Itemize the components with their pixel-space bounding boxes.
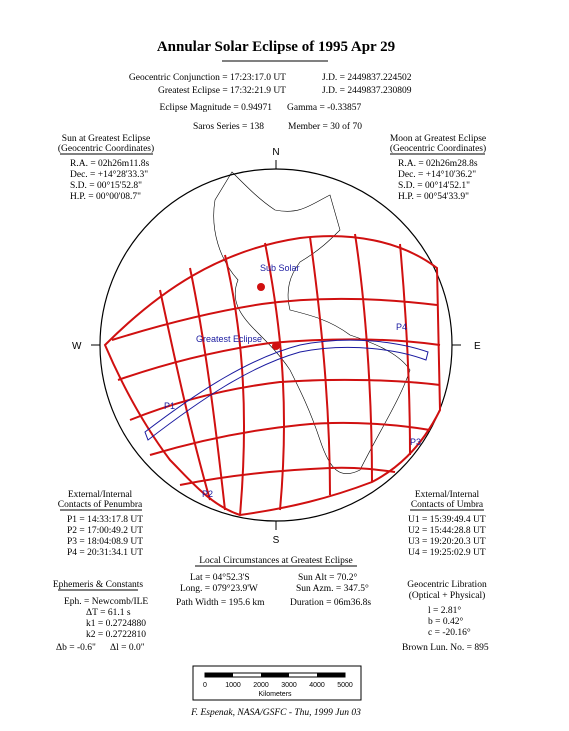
scale-bar-fill bbox=[205, 673, 233, 677]
local-heading: Local Circumstances at Greatest Eclipse bbox=[199, 556, 353, 566]
umbra-line: U3 = 19:20:20.3 UT bbox=[408, 537, 486, 547]
moon-subheading: (Geocentric Coordinates) bbox=[390, 143, 486, 154]
sun-line: Dec. = +14°28'33.3" bbox=[70, 169, 148, 180]
ephemeris-k1: k1 = 0.2724880 bbox=[86, 619, 146, 629]
p4-label: P4 bbox=[396, 322, 407, 332]
sun-line: S.D. = 00°15'52.8" bbox=[70, 180, 142, 191]
local-sun-azm: Sun Azm. = 347.5° bbox=[296, 583, 369, 594]
sun-line: H.P. = 00°00'08.7" bbox=[70, 191, 141, 202]
local-sun-alt: Sun Alt = 70.2° bbox=[298, 572, 358, 583]
ephemeris-delta-b: Δb = -0.6" bbox=[56, 643, 96, 653]
libration-line: c = -20.16° bbox=[428, 627, 471, 638]
scale-bar-fill bbox=[261, 673, 289, 677]
greatest: Greatest Eclipse = 17:32:21.9 UT bbox=[158, 86, 286, 96]
local-duration: Duration = 06m36.8s bbox=[290, 598, 371, 608]
scale-tick-label: 2000 bbox=[253, 682, 269, 689]
sun-subheading: (Geocentric Coordinates) bbox=[58, 143, 154, 154]
p3-label: P3 bbox=[410, 437, 421, 447]
local-lat: Lat = 04°52.3'S bbox=[190, 572, 250, 583]
north-label: N bbox=[272, 147, 279, 158]
penumbra-line: P4 = 20:31:34.1 UT bbox=[67, 548, 143, 558]
scale-tick-label: 4000 bbox=[309, 682, 325, 689]
member: Member = 30 of 70 bbox=[288, 121, 362, 132]
greatest-eclipse-label: Greatest Eclipse bbox=[196, 334, 262, 344]
libration-line: b = 0.42° bbox=[428, 616, 463, 627]
conjunction: Geocentric Conjunction = 17:23:17.0 UT bbox=[129, 73, 286, 83]
sub-solar-label: Sub Solar bbox=[260, 263, 300, 273]
scale-labels: 0 1000 2000 3000 4000 5000 bbox=[203, 682, 353, 689]
p2-label: P2 bbox=[202, 489, 213, 499]
libration-subheading: (Optical + Physical) bbox=[409, 590, 486, 601]
ephemeris-delta-t: ΔT = 61.1 s bbox=[86, 608, 131, 618]
saros: Saros Series = 138 bbox=[193, 122, 264, 132]
sun-line: R.A. = 02h26m11.8s bbox=[70, 159, 149, 169]
local-long: Long. = 079°23.9'W bbox=[180, 583, 258, 594]
libration-brown: Brown Lun. No. = 895 bbox=[402, 643, 489, 653]
libration-heading: Geocentric Libration bbox=[407, 580, 487, 590]
globe: N S E W Sub Solar Greatest Eclipse P1 P2… bbox=[72, 147, 481, 546]
umbra-line: U4 = 19:25:02.9 UT bbox=[408, 548, 486, 558]
scale-box bbox=[192, 665, 362, 701]
west-label: W bbox=[72, 341, 82, 352]
scale-tick-label: 5000 bbox=[337, 682, 353, 689]
penumbra-line: P1 = 14:33:17.8 UT bbox=[67, 515, 143, 525]
moon-heading: Moon at Greatest Eclipse bbox=[390, 134, 486, 144]
sub-solar-point bbox=[257, 283, 265, 291]
umbra-subheading: Contacts of Umbra bbox=[411, 499, 484, 510]
sun-heading: Sun at Greatest Eclipse bbox=[62, 134, 150, 144]
gamma: Gamma = -0.33857 bbox=[287, 103, 361, 113]
footer: F. Espenak, NASA/GSFC - Thu, 1999 Jun 03 bbox=[190, 708, 361, 718]
penumbra-line: P2 = 17:00:49.2 UT bbox=[67, 526, 143, 536]
magnitude: Eclipse Magnitude = 0.94971 bbox=[160, 103, 273, 113]
umbra-heading: External/Internal bbox=[415, 490, 480, 500]
local-path-width: Path Width = 195.6 km bbox=[176, 598, 265, 608]
south-label: S bbox=[273, 535, 280, 546]
moon-line: R.A. = 02h26m28.8s bbox=[398, 159, 478, 169]
ephemeris-k2: k2 = 0.2722810 bbox=[86, 630, 146, 640]
east-label: E bbox=[474, 341, 481, 352]
moon-line: H.P. = 00°54'33.9" bbox=[398, 191, 469, 202]
scale-tick-label: 1000 bbox=[225, 682, 241, 689]
greatest-jd: J.D. = 2449837.230809 bbox=[322, 86, 412, 96]
scale-bar-fill bbox=[317, 673, 345, 677]
libration-line: l = 2.81° bbox=[428, 605, 461, 616]
greatest-eclipse-point bbox=[272, 342, 280, 350]
p1-label: P1 bbox=[164, 401, 175, 411]
annular-path bbox=[144, 339, 429, 441]
moon-line: S.D. = 00°14'52.1" bbox=[398, 180, 470, 191]
penumbra-outline bbox=[103, 235, 442, 517]
title: Annular Solar Eclipse of 1995 Apr 29 bbox=[157, 39, 395, 55]
ephemeris-delta-l: Δl = 0.0" bbox=[110, 643, 145, 653]
scale-tick-label: 3000 bbox=[281, 682, 297, 689]
penumbra-subheading: Contacts of Penumbra bbox=[58, 499, 143, 510]
penumbra-line: P3 = 18:04:08.9 UT bbox=[67, 537, 143, 547]
conjunction-jd: J.D. = 2449837.224502 bbox=[322, 73, 412, 83]
ephemeris-heading: Ephemeris & Constants bbox=[53, 580, 144, 590]
moon-line: Dec. = +14°10'36.2" bbox=[398, 169, 476, 180]
scale-unit: Kilometers bbox=[258, 691, 292, 698]
scale-tick-label: 0 bbox=[203, 682, 207, 689]
umbra-line: U2 = 15:44:28.8 UT bbox=[408, 526, 486, 536]
penumbra-heading: External/Internal bbox=[68, 490, 133, 500]
distance-scale: 0 1000 2000 3000 4000 5000 Kilometers bbox=[192, 665, 362, 701]
umbra-line: U1 = 15:39:49.4 UT bbox=[408, 515, 486, 525]
ephemeris-eph: Eph. = Newcomb/ILE bbox=[64, 597, 148, 607]
